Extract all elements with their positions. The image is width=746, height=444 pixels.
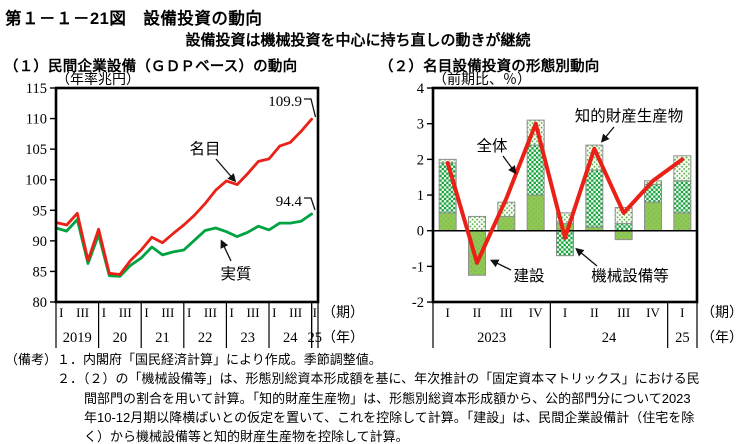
right-plot-border bbox=[431, 86, 699, 304]
left-ytick: 110 bbox=[26, 112, 47, 128]
machinery-arrow bbox=[575, 247, 598, 267]
left-q-label: I bbox=[313, 305, 317, 320]
real-end-value: 94.4 bbox=[276, 194, 303, 210]
right-year-label: 2023 bbox=[477, 330, 506, 346]
left-year-label: 21 bbox=[155, 330, 170, 346]
right-q-label: I bbox=[445, 305, 449, 320]
left-year-label: 20 bbox=[113, 330, 128, 346]
right-ytick: -1 bbox=[412, 259, 424, 275]
left-q-label: I bbox=[59, 305, 63, 320]
right-q-label: II bbox=[473, 305, 482, 320]
left-yearunit-label: （年） bbox=[322, 329, 364, 345]
left-ytick: 80 bbox=[33, 295, 48, 311]
left-year-label: 25 bbox=[308, 330, 323, 346]
right-unit-label: （前期比、％） bbox=[433, 71, 531, 87]
notes-label: （備考） bbox=[5, 352, 58, 367]
left-ytick: 90 bbox=[33, 234, 48, 250]
left-ytick: 85 bbox=[33, 264, 48, 280]
bar-segment-checker bbox=[673, 180, 692, 214]
left-q-label: I bbox=[144, 305, 148, 320]
right-q-label: III bbox=[617, 305, 630, 320]
bar-segment-checker bbox=[585, 169, 604, 228]
left-ytick: 105 bbox=[25, 142, 47, 158]
left-ytick: 115 bbox=[26, 81, 47, 97]
left-q-label: I bbox=[187, 305, 191, 320]
nominal-arrow bbox=[215, 158, 237, 183]
right-ytick: 3 bbox=[417, 117, 424, 133]
right-ytick: 2 bbox=[417, 152, 424, 168]
bar-segment-checker bbox=[614, 223, 633, 232]
left-period-label: （期） bbox=[322, 304, 364, 320]
left-ytick: 100 bbox=[25, 173, 47, 189]
bar-segment-solid bbox=[526, 194, 545, 232]
bar-segment-solid bbox=[438, 212, 457, 232]
figure-title: 第１－１－21図 設備投資の動向 bbox=[5, 10, 263, 28]
total-label: 全体 bbox=[476, 137, 508, 155]
left-year-label: 2019 bbox=[63, 330, 92, 346]
ip-label: 知的財産生産物 bbox=[575, 107, 684, 125]
left-q-label: I bbox=[272, 305, 276, 320]
left-q-label: III bbox=[247, 305, 260, 320]
bar-segment-solid bbox=[673, 212, 692, 232]
bar-segment-solid bbox=[614, 230, 633, 241]
right-q-label: IV bbox=[646, 305, 660, 320]
right-q-label: III bbox=[500, 305, 513, 320]
real-label: 実質 bbox=[220, 265, 251, 283]
right-year-label: 25 bbox=[675, 330, 690, 346]
left-unit-label: （年率兆円） bbox=[56, 71, 140, 87]
left-q-label: III bbox=[76, 305, 89, 320]
ip-arrow bbox=[600, 126, 615, 143]
bar-segment-solid bbox=[497, 215, 516, 232]
right-q-label: I bbox=[563, 305, 567, 320]
left-year-label: 23 bbox=[240, 330, 255, 346]
bar-segment-dots bbox=[614, 207, 633, 225]
left-q-label: III bbox=[204, 305, 217, 320]
notes: （備考） １．内閣府「国民経済計算」により作成。季節調整値。 ２．（２）の「機械… bbox=[5, 350, 743, 444]
total-arrow bbox=[502, 155, 517, 175]
left-year-label: 24 bbox=[283, 330, 298, 346]
right-q-label: I bbox=[680, 305, 684, 320]
left-plot-border bbox=[54, 86, 320, 304]
stacked-bars bbox=[438, 119, 692, 276]
figure-subtitle: 設備投資は機械投資を中心に持ち直しの動きが継続 bbox=[185, 32, 531, 49]
right-year-label: 24 bbox=[602, 330, 617, 346]
left-q-label: I bbox=[230, 305, 234, 320]
note-item-1: １．内閣府「国民経済計算」により作成。季節調整値。 bbox=[57, 352, 382, 367]
left-ytick: 95 bbox=[33, 203, 48, 219]
machinery-label: 機械設備等 bbox=[591, 267, 669, 285]
bar-segment-dots bbox=[468, 215, 486, 232]
right-ytick: 0 bbox=[417, 224, 424, 240]
construction-arrow bbox=[489, 259, 512, 271]
real-arrow bbox=[220, 239, 232, 262]
bar-segment-solid bbox=[644, 201, 662, 232]
right-ytick: 4 bbox=[417, 81, 425, 97]
total-line bbox=[445, 121, 685, 265]
left-q-label: III bbox=[161, 305, 174, 320]
right-chart-title: （２）名目設備投資の形態別動向 bbox=[379, 59, 600, 75]
right-period-label: （期） bbox=[701, 304, 743, 320]
right-ytick: -2 bbox=[412, 295, 424, 311]
left-q-label: III bbox=[119, 305, 132, 320]
right-q-label: II bbox=[590, 305, 599, 320]
left-chart-title: （１）民間企業設備（ＧＤＰベース）の動向 bbox=[4, 59, 298, 75]
right-q-label: IV bbox=[529, 305, 543, 320]
nominal-label: 名目 bbox=[189, 140, 220, 158]
left-q-label: I bbox=[102, 305, 106, 320]
construction-label: 建設 bbox=[513, 267, 544, 285]
nominal-line bbox=[54, 117, 314, 276]
right-yearunit-label: （年） bbox=[701, 329, 743, 345]
note-item-2: ２．（２）の「機械設備等」は、形態別総資本形成額を基に、年次推計の「固定資本マト… bbox=[57, 371, 700, 444]
nominal-end-value: 109.9 bbox=[268, 94, 302, 110]
right-ytick: 1 bbox=[417, 188, 424, 204]
left-q-label: III bbox=[289, 305, 302, 320]
left-year-label: 22 bbox=[198, 330, 213, 346]
